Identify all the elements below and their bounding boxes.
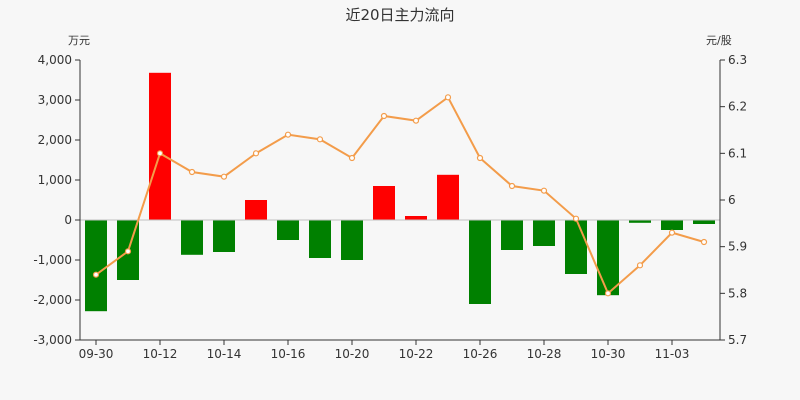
left-tick-label: 1,000	[38, 173, 72, 187]
price-point	[508, 182, 516, 190]
left-tick-label: 4,000	[38, 53, 72, 67]
x-tick-label: 10-22	[399, 347, 434, 361]
price-point	[444, 94, 452, 101]
bar	[565, 220, 587, 274]
right-tick-label: 5.8	[728, 286, 747, 300]
price-line	[95, 95, 705, 295]
price-point	[348, 154, 356, 162]
bar	[245, 200, 267, 220]
bar	[629, 220, 651, 223]
x-tick-label: 09-30	[79, 347, 114, 361]
right-tick-label: 6.3	[728, 53, 747, 67]
left-tick-label: -1,000	[33, 253, 72, 267]
price-point	[636, 262, 644, 269]
bar	[405, 216, 427, 220]
left-tick-label: -2,000	[33, 293, 72, 307]
x-tick-label: 10-16	[271, 347, 306, 361]
x-tick-label: 10-14	[207, 347, 242, 361]
right-tick-label: 5.9	[728, 240, 747, 254]
price-point	[604, 290, 612, 297]
price-point	[252, 150, 260, 157]
chart-title: 近20日主力流向	[345, 6, 454, 24]
price-point	[316, 136, 324, 143]
price-point	[92, 271, 100, 278]
price-point	[220, 173, 228, 180]
price-point	[572, 215, 580, 222]
axes: 4,000 3,000 2,000 1,000 0 -1,000 -2,000 -3,000 6…	[33, 53, 747, 361]
bar-series	[85, 72, 715, 312]
bar	[597, 220, 619, 296]
left-tick-label: 2,000	[38, 133, 72, 147]
right-tick-label: 5.7	[728, 333, 747, 347]
left-axis-unit: 万元	[68, 34, 90, 47]
right-tick-label: 6	[728, 193, 736, 207]
price-point	[700, 238, 708, 246]
price-point	[124, 248, 132, 255]
right-axis-unit: 元/股	[706, 34, 732, 47]
x-tick-label: 11-03	[655, 347, 690, 361]
bar	[85, 220, 107, 312]
price-point	[156, 150, 164, 157]
price-point	[284, 131, 292, 138]
x-tick-label: 10-28	[527, 347, 562, 361]
bar	[277, 220, 299, 240]
left-tick-label: 3,000	[38, 93, 72, 107]
price-point	[476, 154, 484, 162]
bar	[469, 220, 491, 304]
bar	[373, 186, 395, 220]
left-tick-label: 0	[64, 213, 72, 227]
left-tick-label: -3,000	[33, 333, 72, 347]
bar	[693, 220, 715, 224]
bar	[181, 220, 203, 255]
price-point	[412, 117, 420, 124]
price-point	[668, 229, 676, 236]
x-tick-label: 10-20	[335, 347, 370, 361]
bar	[341, 220, 363, 260]
x-tick-label: 10-26	[463, 347, 498, 361]
bar	[309, 220, 331, 258]
right-tick-label: 6.1	[728, 146, 747, 160]
bar	[213, 220, 235, 252]
price-point	[540, 187, 548, 194]
bar	[149, 72, 171, 220]
bar	[661, 220, 683, 230]
bar	[533, 220, 555, 246]
bar	[501, 220, 523, 250]
price-point	[380, 112, 388, 120]
right-tick-label: 6.2	[728, 100, 747, 114]
x-tick-label: 10-12	[143, 347, 178, 361]
price-line-series	[92, 94, 708, 297]
bar	[437, 174, 459, 220]
x-tick-label: 10-30	[591, 347, 626, 361]
price-point	[188, 168, 196, 176]
